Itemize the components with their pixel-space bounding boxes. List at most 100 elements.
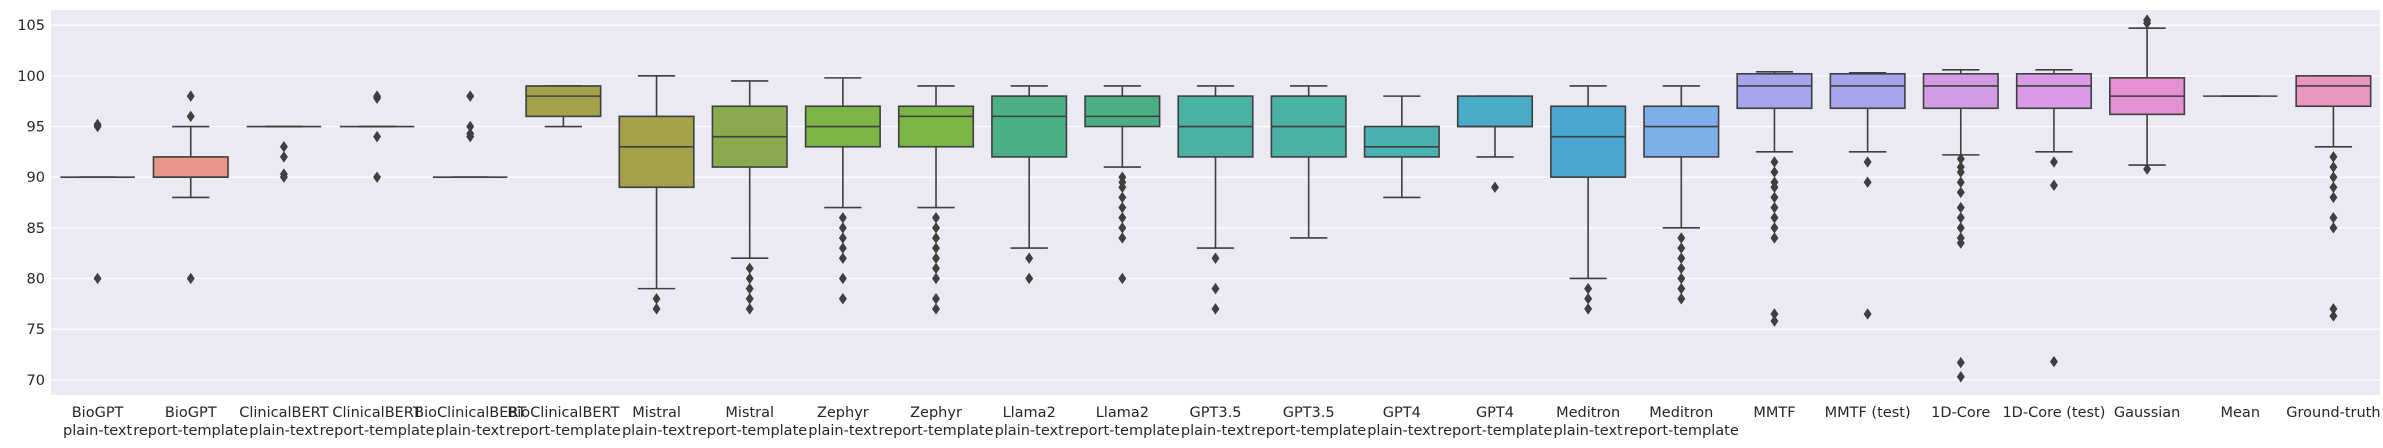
- x-tick-label-sub: report-template: [506, 423, 621, 439]
- box: [618, 115, 695, 189]
- outlier-point: [838, 272, 847, 285]
- x-tick-label: Mistral: [725, 405, 774, 421]
- x-tick-label-sub: report-template: [1065, 423, 1180, 439]
- outlier-point: [1770, 315, 1779, 327]
- outlier-point: [838, 252, 847, 264]
- outlier-point: [186, 110, 195, 123]
- box-group: [1177, 85, 1254, 315]
- box: [897, 105, 975, 148]
- box-group: [152, 90, 229, 285]
- box-group: [711, 80, 788, 315]
- box-group: [1736, 71, 1813, 327]
- outlier-point: [1863, 308, 1872, 320]
- box: [1643, 105, 1720, 158]
- x-tick-label: Meditron: [1556, 405, 1620, 421]
- x-tick-label-sub: plain-text: [622, 423, 692, 439]
- x-tick-label-sub: report-template: [320, 423, 435, 439]
- outlier-point: [373, 130, 382, 143]
- x-tick-label: Zephyr: [817, 405, 869, 421]
- outlier-point: [1863, 176, 1872, 188]
- box-group: [1456, 95, 1534, 194]
- box: [2295, 75, 2372, 108]
- outlier-point: [2329, 191, 2338, 204]
- outlier-point: [2143, 17, 2152, 29]
- box: [1736, 73, 1813, 110]
- outlier-point: [2049, 355, 2058, 368]
- box: [1456, 95, 1534, 128]
- outlier-point: [1956, 237, 1965, 249]
- y-tick-label: 80: [27, 271, 45, 287]
- outlier-point: [93, 272, 102, 285]
- box-group: [991, 85, 1068, 285]
- outlier-point: [1770, 232, 1779, 244]
- x-tick-label-sub: plain-text: [995, 423, 1065, 439]
- outlier-point: [93, 118, 102, 131]
- outlier-point: [2329, 310, 2338, 322]
- x-tick-label-sub: plain-text: [249, 423, 319, 439]
- x-tick-label: BioClinicalBERT: [414, 405, 526, 421]
- box-group: [897, 85, 975, 315]
- outlier-point: [1956, 356, 1965, 369]
- box-group: [2109, 14, 2186, 175]
- outlier-point: [1211, 252, 1220, 264]
- box-group: [1922, 68, 1999, 383]
- box: [1829, 73, 1906, 110]
- outlier-point: [1025, 252, 1034, 264]
- outlier-point: [1211, 303, 1220, 315]
- y-tick-label: 70: [27, 373, 45, 389]
- y-tick-label: 75: [27, 322, 45, 338]
- outlier-point: [1956, 186, 1965, 199]
- outlier-point: [1118, 272, 1127, 285]
- outlier-point: [2049, 179, 2058, 191]
- outlier-point: [838, 293, 847, 305]
- box-group: [60, 118, 135, 285]
- x-tick-label-sub: report-template: [133, 423, 248, 439]
- x-tick-label-sub: plain-text: [1554, 423, 1624, 439]
- x-tick-label: ClinicalBERT: [239, 405, 328, 421]
- outlier-point: [186, 90, 195, 102]
- outlier-point: [1863, 156, 1872, 168]
- x-tick-label: GPT3.5: [1190, 405, 1242, 421]
- box-group: [618, 75, 695, 315]
- outlier-point: [466, 130, 475, 143]
- outlier-point: [1956, 371, 1965, 383]
- outlier-point: [2049, 156, 2058, 168]
- outlier-point: [1677, 293, 1686, 305]
- outlier-point: [1584, 303, 1593, 315]
- outlier-point: [373, 92, 382, 104]
- outlier-point: [932, 272, 941, 285]
- outlier-point: [2329, 222, 2338, 234]
- x-tick-label: Mistral: [632, 405, 681, 421]
- box: [1084, 95, 1161, 128]
- box: [991, 95, 1068, 158]
- x-tick-label: 1D-Core (test): [2002, 405, 2105, 421]
- x-tick-label-sub: plain-text: [1181, 423, 1251, 439]
- box-group: [2015, 68, 2093, 368]
- y-tick-label: 95: [27, 120, 45, 136]
- box: [525, 85, 602, 118]
- box-group: [1363, 95, 1440, 199]
- y-tick-label: 100: [17, 69, 45, 85]
- x-tick-label: BioClinicalBERT: [507, 405, 619, 421]
- box: [1922, 73, 1999, 110]
- x-tick-label-sub: report-template: [1624, 423, 1739, 439]
- outlier-point: [1490, 181, 1499, 194]
- x-tick-label-sub: plain-text: [436, 423, 506, 439]
- box: [2015, 73, 2093, 110]
- x-tick-label: Meditron: [1649, 405, 1713, 421]
- x-tick-label-sub: plain-text: [63, 423, 133, 439]
- x-tick-label-sub: plain-text: [1367, 423, 1437, 439]
- x-axis-labels: BioGPT plain-text BioGPT report-template Cli…: [63, 405, 2381, 439]
- x-tick-label-sub: report-template: [879, 423, 994, 439]
- outlier-point: [1118, 232, 1127, 244]
- x-tick-label: GPT4: [1476, 405, 1514, 421]
- x-tick-label-sub: report-template: [1251, 423, 1366, 439]
- outlier-point: [279, 151, 288, 163]
- box: [1363, 125, 1440, 158]
- box-group: [1550, 85, 1627, 315]
- outlier-point: [186, 272, 195, 285]
- box-group: [1643, 85, 1720, 305]
- x-tick-label: Zephyr: [910, 405, 962, 421]
- x-tick-label-sub: report-template: [692, 423, 807, 439]
- x-tick-label: BioGPT: [72, 405, 124, 421]
